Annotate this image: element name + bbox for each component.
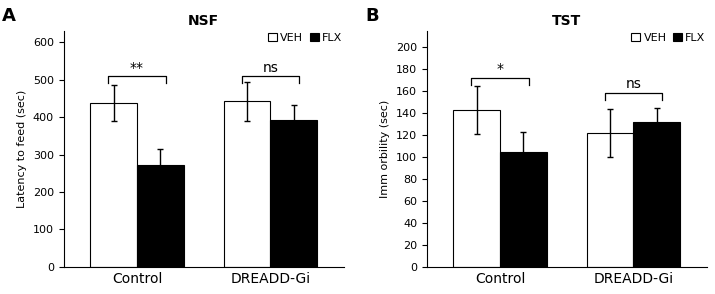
Legend: VEH, FLX: VEH, FLX xyxy=(630,32,706,44)
Text: ns: ns xyxy=(262,61,278,75)
Legend: VEH, FLX: VEH, FLX xyxy=(267,32,344,44)
Y-axis label: Imm orbility (sec): Imm orbility (sec) xyxy=(380,100,390,198)
Bar xyxy=(633,122,680,267)
Bar xyxy=(137,165,184,267)
Text: ns: ns xyxy=(626,77,641,91)
Text: B: B xyxy=(365,7,379,25)
Bar xyxy=(453,110,500,267)
Y-axis label: Latency to feed (sec): Latency to feed (sec) xyxy=(17,90,27,208)
Title: TST: TST xyxy=(552,14,581,29)
Text: **: ** xyxy=(130,61,144,75)
Bar xyxy=(270,120,317,267)
Text: *: * xyxy=(497,62,503,76)
Bar xyxy=(587,133,633,267)
Text: A: A xyxy=(2,7,16,25)
Bar xyxy=(90,103,137,267)
Bar xyxy=(224,101,270,267)
Title: NSF: NSF xyxy=(188,14,220,29)
Bar xyxy=(500,152,547,267)
